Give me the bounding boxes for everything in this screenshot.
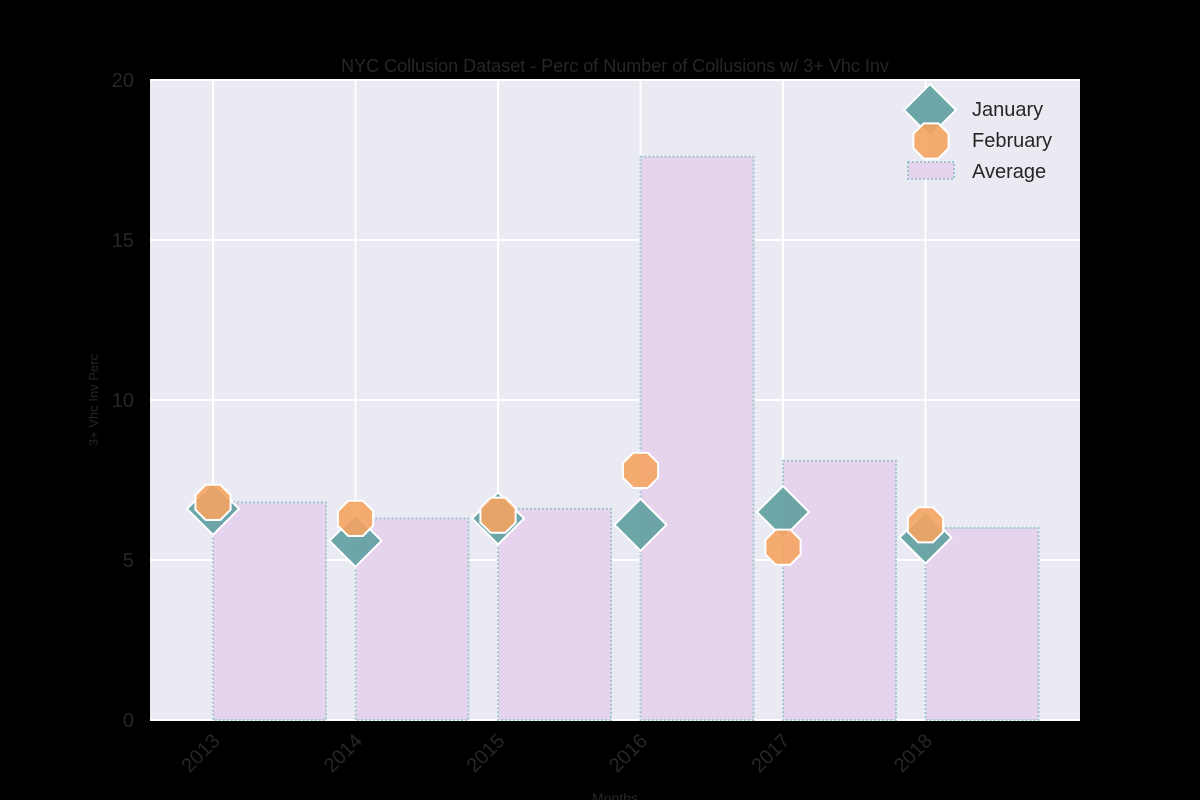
february-point bbox=[906, 506, 945, 544]
bar-layer bbox=[212, 155, 1040, 722]
legend-item-february: February bbox=[912, 122, 1052, 160]
y-tick-label: 0 bbox=[123, 710, 134, 732]
february-point bbox=[194, 483, 232, 521]
average-bar bbox=[212, 501, 327, 721]
average-bar bbox=[639, 155, 755, 722]
february-point bbox=[479, 496, 517, 534]
average-bar bbox=[497, 507, 612, 721]
february-point bbox=[764, 528, 802, 566]
x-tick-label: 2017 bbox=[748, 730, 795, 777]
average-bar bbox=[354, 517, 470, 722]
y-tick-label: 20 bbox=[112, 70, 134, 92]
february-point bbox=[621, 451, 660, 489]
marker-layer bbox=[185, 451, 953, 569]
legend-item-january: January bbox=[902, 82, 1043, 138]
legend: January February Average bbox=[902, 82, 1052, 183]
x-tick-label: 2015 bbox=[463, 730, 510, 777]
x-tick-label: 2013 bbox=[178, 730, 225, 777]
february-point bbox=[336, 499, 375, 537]
january-point bbox=[613, 497, 668, 553]
x-tick-label: 2018 bbox=[890, 730, 937, 777]
legend-swatch-february bbox=[912, 122, 950, 160]
y-tick-label: 15 bbox=[112, 230, 134, 252]
legend-label-average: Average bbox=[972, 161, 1046, 183]
y-axis-label: 3+ Vhc Inv Perc bbox=[86, 353, 101, 446]
legend-item-average: Average bbox=[907, 161, 1046, 183]
legend-label-january: January bbox=[972, 99, 1043, 121]
average-bar bbox=[782, 459, 897, 721]
legend-swatch-average bbox=[907, 161, 955, 180]
x-tick-label: 2016 bbox=[605, 730, 652, 777]
x-axis-label: Months bbox=[592, 790, 638, 800]
legend-label-february: February bbox=[972, 130, 1052, 152]
x-tick-label: 2014 bbox=[320, 730, 367, 777]
chart-title: NYC Collusion Dataset - Perc of Number o… bbox=[341, 56, 889, 76]
y-tick-label: 10 bbox=[112, 390, 134, 412]
average-bar bbox=[924, 527, 1040, 721]
y-tick-label: 5 bbox=[123, 550, 134, 572]
